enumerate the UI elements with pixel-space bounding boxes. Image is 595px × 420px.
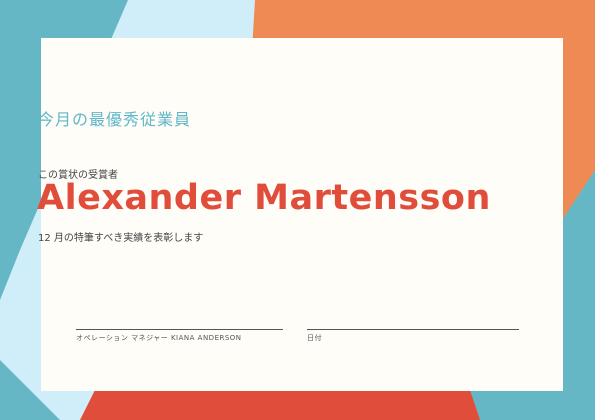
recipient-name: Alexander Martensson (37, 178, 491, 218)
bg-red-bottom-shape (80, 390, 480, 420)
signature-label-manager: オペレーション マネジャー KIANA ANDERSON (76, 334, 242, 342)
award-description: 12 月の特筆すべき実績を表彰します (38, 233, 204, 244)
bg-teal-bottom-left-shape (0, 360, 60, 420)
presented-to-text: この賞状の受賞者 (38, 170, 118, 181)
signature-label-date: 日付 (307, 334, 322, 342)
certificate-card (41, 38, 563, 391)
signature-line-date (307, 329, 519, 330)
signature-line-manager (76, 329, 283, 330)
bg-teal-left-shape (0, 0, 128, 300)
certificate-heading: 今月の最優秀従業員 (38, 110, 192, 129)
